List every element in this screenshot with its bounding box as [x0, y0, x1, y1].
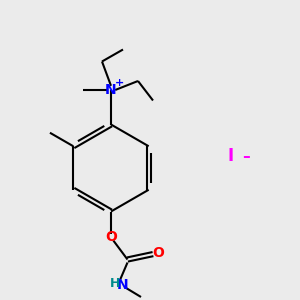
- Text: I: I: [228, 147, 234, 165]
- Text: O: O: [105, 230, 117, 244]
- Text: O: O: [152, 246, 164, 260]
- Text: H: H: [110, 277, 120, 290]
- Text: +: +: [115, 78, 124, 88]
- Text: –: –: [242, 148, 250, 164]
- Text: N: N: [117, 278, 128, 292]
- Text: N: N: [105, 83, 117, 97]
